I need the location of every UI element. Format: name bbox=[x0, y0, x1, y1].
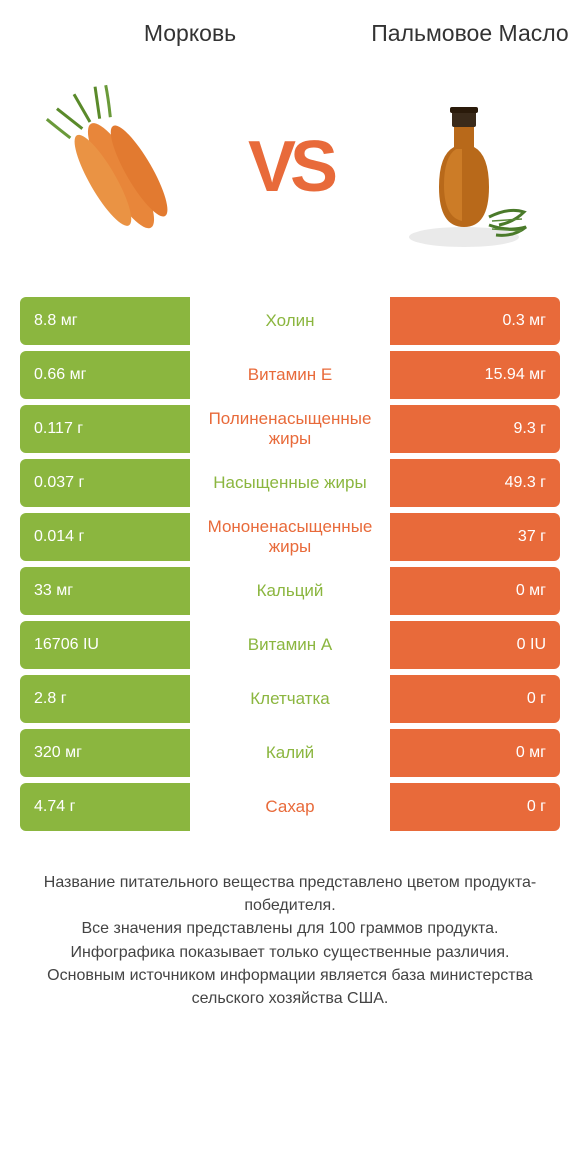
left-value: 0.014 г bbox=[20, 513, 190, 561]
right-value: 9.3 г bbox=[390, 405, 560, 453]
oil-bottle-image bbox=[384, 77, 544, 257]
nutrient-label: Насыщенные жиры bbox=[190, 459, 390, 507]
left-value: 4.74 г bbox=[20, 783, 190, 831]
header: Морковь Пальмовое масло bbox=[10, 20, 570, 47]
left-value: 0.66 мг bbox=[20, 351, 190, 399]
footer-line: Все значения представлены для 100 граммо… bbox=[26, 917, 554, 940]
right-value: 0 IU bbox=[390, 621, 560, 669]
right-value: 37 г bbox=[390, 513, 560, 561]
right-value: 0 мг bbox=[390, 729, 560, 777]
table-row: 0.037 гНасыщенные жиры49.3 г bbox=[20, 459, 560, 507]
left-value: 2.8 г bbox=[20, 675, 190, 723]
nutrient-label: Полиненасыщенные жиры bbox=[190, 405, 390, 453]
images-row: VS bbox=[10, 67, 570, 267]
right-value: 49.3 г bbox=[390, 459, 560, 507]
table-row: 2.8 гКлетчатка0 г bbox=[20, 675, 560, 723]
table-row: 16706 IUВитамин A0 IU bbox=[20, 621, 560, 669]
left-value: 8.8 мг bbox=[20, 297, 190, 345]
nutrient-label: Кальций bbox=[190, 567, 390, 615]
nutrient-label: Клетчатка bbox=[190, 675, 390, 723]
right-value: 0 г bbox=[390, 675, 560, 723]
nutrient-label: Холин bbox=[190, 297, 390, 345]
nutrient-label: Витамин E bbox=[190, 351, 390, 399]
left-title: Морковь bbox=[10, 20, 370, 47]
table-row: 8.8 мгХолин0.3 мг bbox=[20, 297, 560, 345]
right-value: 0.3 мг bbox=[390, 297, 560, 345]
table-row: 0.117 гПолиненасыщенные жиры9.3 г bbox=[20, 405, 560, 453]
left-value: 33 мг bbox=[20, 567, 190, 615]
footer-line: Название питательного вещества представл… bbox=[26, 871, 554, 917]
nutrient-label: Калий bbox=[190, 729, 390, 777]
comparison-table: 8.8 мгХолин0.3 мг 0.66 мгВитамин E15.94 м… bbox=[10, 297, 570, 831]
right-value: 15.94 мг bbox=[390, 351, 560, 399]
table-row: 0.66 мгВитамин E15.94 мг bbox=[20, 351, 560, 399]
vs-label: VS bbox=[248, 126, 332, 208]
table-row: 4.74 гСахар0 г bbox=[20, 783, 560, 831]
left-value: 320 мг bbox=[20, 729, 190, 777]
left-value: 16706 IU bbox=[20, 621, 190, 669]
nutrient-label: Витамин A bbox=[190, 621, 390, 669]
left-value: 0.037 г bbox=[20, 459, 190, 507]
left-value: 0.117 г bbox=[20, 405, 190, 453]
nutrient-label: Мононенасыщенные жиры bbox=[190, 513, 390, 561]
table-row: 320 мгКалий0 мг bbox=[20, 729, 560, 777]
right-value: 0 г bbox=[390, 783, 560, 831]
footer-line: Инфографика показывает только существенн… bbox=[26, 941, 554, 964]
nutrient-label: Сахар bbox=[190, 783, 390, 831]
carrot-image bbox=[36, 77, 196, 257]
footer-line: Основным источником информации является … bbox=[26, 964, 554, 1010]
right-title: Пальмовое масло bbox=[370, 20, 570, 47]
table-row: 0.014 гМононенасыщенные жиры37 г bbox=[20, 513, 560, 561]
table-row: 33 мгКальций0 мг bbox=[20, 567, 560, 615]
footer: Название питательного вещества представл… bbox=[10, 871, 570, 1010]
right-value: 0 мг bbox=[390, 567, 560, 615]
